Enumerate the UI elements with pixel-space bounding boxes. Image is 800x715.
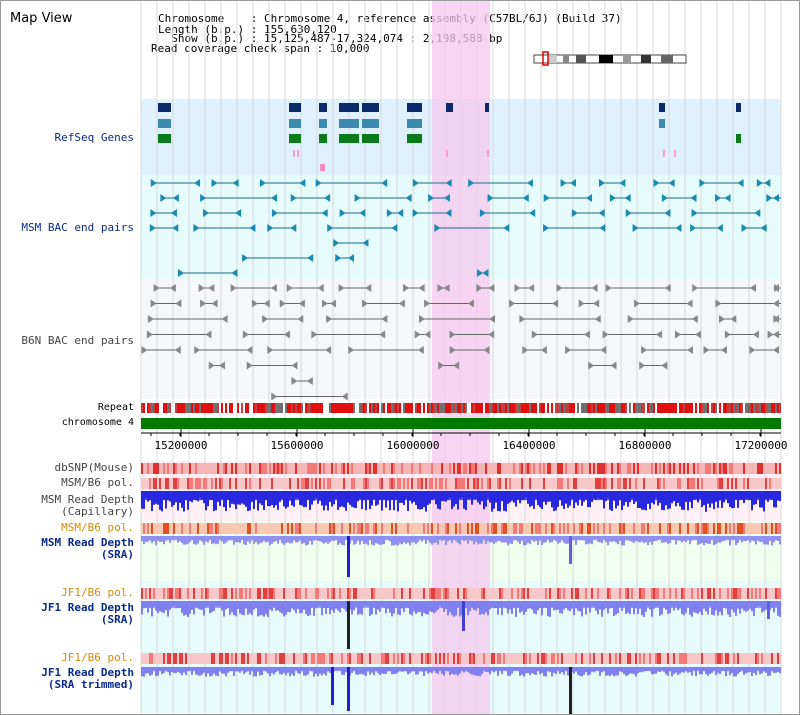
jf1-read-depth-trimmed-label[interactable]: JF1 Read Depth (SRA trimmed) bbox=[41, 666, 134, 691]
chromosome-label[interactable]: chromosome 4 bbox=[61, 417, 134, 428]
refseq-gene-row3[interactable] bbox=[362, 134, 379, 143]
refseq-gene-row1[interactable] bbox=[362, 103, 379, 112]
refseq-gene-row1[interactable] bbox=[485, 103, 489, 112]
refseq-gene-row2[interactable] bbox=[289, 119, 301, 128]
axis-tick-label: 16800000 bbox=[619, 439, 672, 452]
refseq-gene-row3[interactable] bbox=[339, 134, 359, 143]
refseq-gene-row2[interactable] bbox=[319, 119, 327, 128]
chromosome-ideogram[interactable] bbox=[533, 51, 687, 66]
refseq-gene-row1[interactable] bbox=[339, 103, 359, 112]
refseq-gene-row2[interactable] bbox=[339, 119, 359, 128]
repeat-track bbox=[141, 403, 781, 413]
refseq-genes-label[interactable]: RefSeq Genes bbox=[54, 131, 134, 144]
refseq-gene-row3[interactable] bbox=[736, 134, 741, 143]
msm-bac-glyphs[interactable] bbox=[149, 179, 781, 277]
b6n-bac-glyphs[interactable] bbox=[141, 284, 781, 401]
msm-b6-pol-label-1[interactable]: MSM/B6 pol. bbox=[61, 476, 134, 489]
msm-b6-pol-label-2[interactable]: MSM/B6 pol. bbox=[61, 521, 134, 534]
refseq-gene-row3[interactable] bbox=[289, 134, 301, 143]
msm-bac-label[interactable]: MSM BAC end pairs bbox=[21, 221, 134, 234]
refseq-gene-row1[interactable] bbox=[736, 103, 741, 112]
refseq-gene-row2[interactable] bbox=[362, 119, 379, 128]
refseq-gene-row1[interactable] bbox=[407, 103, 422, 112]
coverage-span-info: Read coverage check span : 10,000 bbox=[151, 42, 370, 55]
refseq-gene-row1[interactable] bbox=[446, 103, 453, 112]
refseq-gene-row1[interactable] bbox=[289, 103, 301, 112]
refseq-gene-row3[interactable] bbox=[407, 134, 422, 143]
depth-bars bbox=[141, 491, 781, 714]
dbsnp-label[interactable]: dbSNP(Mouse) bbox=[54, 461, 134, 474]
page-title: Map View bbox=[10, 11, 73, 26]
refseq-gene-glyphs[interactable] bbox=[158, 103, 741, 171]
jf1-read-depth-sra-label[interactable]: JF1 Read Depth (SRA) bbox=[41, 601, 134, 626]
msm-read-depth-sra-label[interactable]: MSM Read Depth (SRA) bbox=[41, 536, 134, 561]
chromosome-bar bbox=[141, 418, 781, 429]
repeat-label[interactable]: Repeat bbox=[97, 402, 134, 413]
axis-tick-label: 17200000 bbox=[735, 439, 788, 452]
refseq-gene-row2[interactable] bbox=[158, 119, 171, 128]
jf1-b6-pol-label-2[interactable]: JF1/B6 pol. bbox=[61, 651, 134, 664]
refseq-gene-row1[interactable] bbox=[158, 103, 171, 112]
axis-tick-label: 16400000 bbox=[503, 439, 556, 452]
refseq-gene-row3[interactable] bbox=[158, 134, 171, 143]
refseq-gene-row1[interactable] bbox=[319, 103, 327, 112]
refseq-gene-row2[interactable] bbox=[659, 119, 665, 128]
refseq-gene-row3[interactable] bbox=[319, 134, 327, 143]
heat-bars bbox=[141, 463, 781, 664]
ideogram-position-marker[interactable] bbox=[542, 51, 549, 66]
b6n-bac-label[interactable]: B6N BAC end pairs bbox=[21, 334, 134, 347]
axis-ticks: 15200000 15600000 16000000 16400000 16800000… bbox=[150, 429, 788, 452]
axis-tick-label: 16000000 bbox=[387, 439, 440, 452]
axis-tick-label: 15200000 bbox=[155, 439, 208, 452]
jf1-b6-pol-label-1[interactable]: JF1/B6 pol. bbox=[61, 586, 134, 599]
refseq-gene-row2[interactable] bbox=[407, 119, 422, 128]
refseq-gene-row1[interactable] bbox=[659, 103, 665, 112]
length-info: Length (b.p.) : 155,630,120 bbox=[158, 23, 337, 36]
msm-read-depth-capillary-label[interactable]: MSM Read Depth (Capillary) bbox=[41, 493, 134, 518]
axis-tick-label: 15600000 bbox=[271, 439, 324, 452]
